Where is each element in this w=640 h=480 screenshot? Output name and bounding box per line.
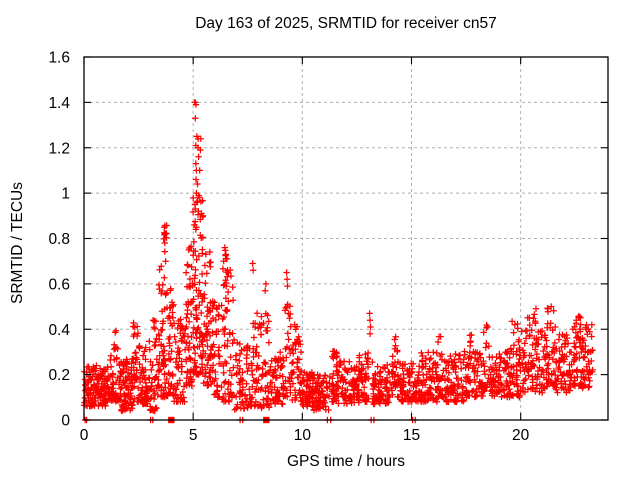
svg-text:0: 0 [80, 427, 89, 444]
svg-text:1: 1 [61, 186, 70, 203]
chart-title: Day 163 of 2025, SRMTID for receiver cn5… [195, 15, 497, 32]
svg-text:20: 20 [512, 427, 530, 444]
chart-tick-labels: 0 5 10 15 20 0 0.2 0.4 0.6 0.8 1 1.2 1.4 1.6 [48, 50, 529, 445]
svg-text:0.6: 0.6 [48, 276, 70, 293]
svg-text:1.4: 1.4 [48, 95, 70, 112]
svg-text:0.8: 0.8 [48, 231, 70, 248]
svg-text:1.2: 1.2 [48, 140, 70, 157]
svg-text:0: 0 [61, 413, 70, 430]
x-axis-label: GPS time / hours [287, 453, 405, 470]
svg-text:10: 10 [294, 427, 312, 444]
svg-text:15: 15 [403, 427, 420, 444]
y-axis-label: SRMTID / TECUs [9, 182, 26, 304]
chart-axes [83, 56, 609, 421]
svg-text:1.6: 1.6 [48, 50, 70, 67]
svg-text:5: 5 [189, 427, 198, 444]
svg-text:0.4: 0.4 [48, 322, 70, 339]
chart-data-points [80, 99, 596, 424]
svg-text:0.2: 0.2 [48, 367, 70, 384]
